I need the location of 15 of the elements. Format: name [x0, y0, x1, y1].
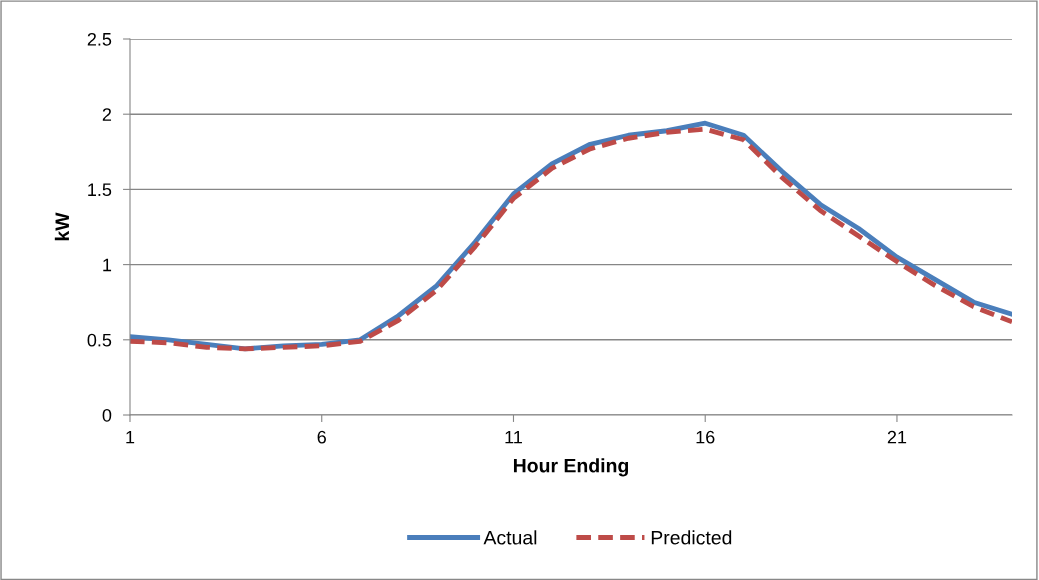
y-tick-label: 0 — [102, 408, 112, 422]
x-tick-label: 11 — [505, 430, 522, 444]
x-tick-label: 1 — [126, 430, 135, 444]
x-tick-label: 16 — [696, 430, 715, 444]
y-tick-label: 2.5 — [87, 32, 112, 46]
legend-label: Predicted — [651, 530, 732, 545]
y-tick-label: 1 — [103, 258, 112, 272]
y-tick-label: 1.5 — [88, 183, 112, 197]
x-tick-label: 6 — [317, 430, 326, 444]
y-axis-title: kW — [54, 212, 69, 241]
legend-label: Actual — [483, 530, 537, 545]
y-tick-label: 0.5 — [87, 333, 112, 347]
x-tick-label: 21 — [887, 430, 907, 444]
y-tick-label: 2 — [102, 108, 112, 121]
x-axis-title: Hour Ending — [513, 458, 629, 477]
